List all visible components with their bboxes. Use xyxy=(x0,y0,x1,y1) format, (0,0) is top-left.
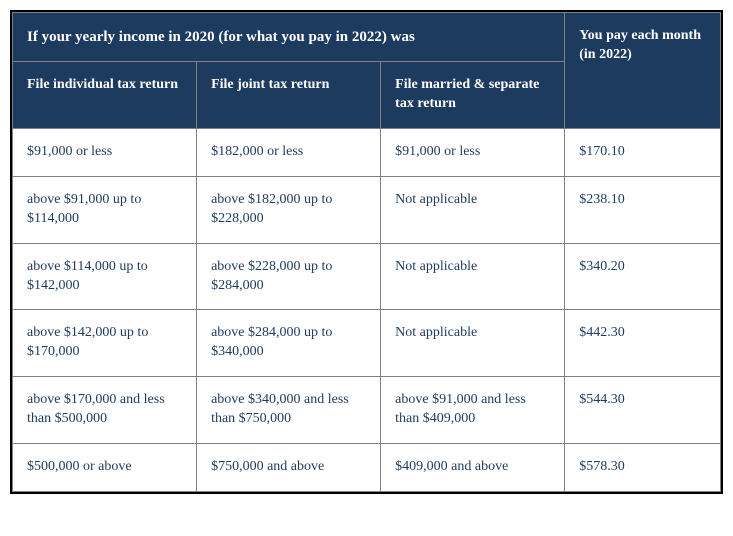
table-row: above $91,000 up to $114,000 above $182,… xyxy=(13,176,721,243)
income-table: If your yearly income in 2020 (for what … xyxy=(12,12,721,492)
header-joint: File joint tax return xyxy=(197,62,381,129)
super-header: If your yearly income in 2020 (for what … xyxy=(13,13,565,62)
cell-married-separate: Not applicable xyxy=(381,310,565,377)
cell-individual: above $142,000 up to $170,000 xyxy=(13,310,197,377)
cell-individual: $91,000 or less xyxy=(13,129,197,177)
header-pay-each-month: You pay each month (in 2022) xyxy=(565,13,721,129)
cell-pay: $238.10 xyxy=(565,176,721,243)
header-individual: File individual tax return xyxy=(13,62,197,129)
cell-joint: above $228,000 up to $284,000 xyxy=(197,243,381,310)
cell-pay: $340.20 xyxy=(565,243,721,310)
cell-individual: above $91,000 up to $114,000 xyxy=(13,176,197,243)
table-row: $91,000 or less $182,000 or less $91,000… xyxy=(13,129,721,177)
income-table-container: If your yearly income in 2020 (for what … xyxy=(10,10,723,494)
cell-married-separate: Not applicable xyxy=(381,243,565,310)
table-row: above $114,000 up to $142,000 above $228… xyxy=(13,243,721,310)
cell-individual: above $114,000 up to $142,000 xyxy=(13,243,197,310)
cell-joint: above $182,000 up to $228,000 xyxy=(197,176,381,243)
cell-pay: $578.30 xyxy=(565,444,721,492)
cell-individual: $500,000 or above xyxy=(13,444,197,492)
cell-joint: $750,000 and above xyxy=(197,444,381,492)
cell-joint: $182,000 or less xyxy=(197,129,381,177)
cell-married-separate: $91,000 or less xyxy=(381,129,565,177)
cell-married-separate: Not applicable xyxy=(381,176,565,243)
cell-joint: above $284,000 up to $340,000 xyxy=(197,310,381,377)
table-row: above $170,000 and less than $500,000 ab… xyxy=(13,377,721,444)
cell-pay: $544.30 xyxy=(565,377,721,444)
cell-married-separate: $409,000 and above xyxy=(381,444,565,492)
cell-joint: above $340,000 and less than $750,000 xyxy=(197,377,381,444)
cell-married-separate: above $91,000 and less than $409,000 xyxy=(381,377,565,444)
cell-pay: $170.10 xyxy=(565,129,721,177)
cell-individual: above $170,000 and less than $500,000 xyxy=(13,377,197,444)
table-header-row-1: If your yearly income in 2020 (for what … xyxy=(13,13,721,62)
header-married-separate: File married & separate tax return xyxy=(381,62,565,129)
table-row: above $142,000 up to $170,000 above $284… xyxy=(13,310,721,377)
cell-pay: $442.30 xyxy=(565,310,721,377)
table-row: $500,000 or above $750,000 and above $40… xyxy=(13,444,721,492)
